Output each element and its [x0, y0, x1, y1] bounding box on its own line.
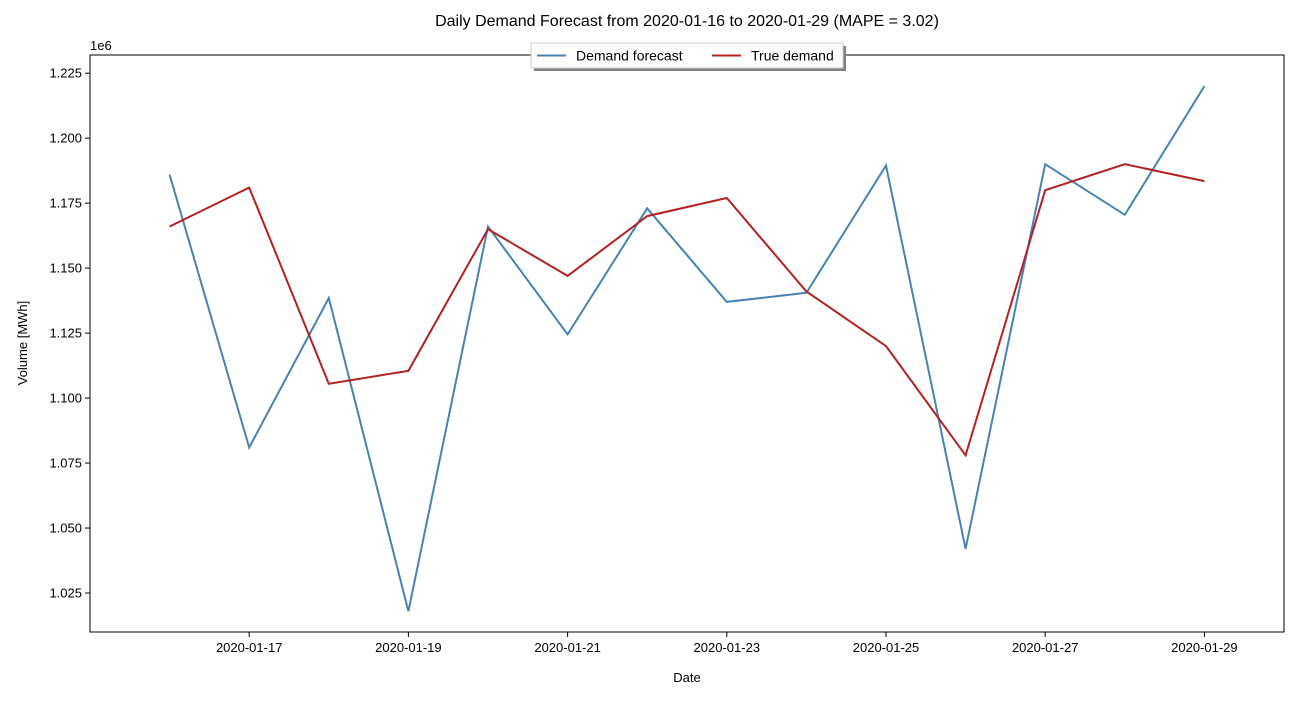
y-tick-label: 1.150 — [49, 261, 82, 276]
series-layer — [168, 85, 1206, 612]
legend-label: Demand forecast — [576, 48, 683, 64]
y-tick-label: 1.125 — [49, 326, 82, 341]
x-tick-label: 2020-01-29 — [1171, 640, 1238, 655]
x-axis: 2020-01-17 2020-01-19 2020-01-21 2020-01-23… — [216, 632, 1238, 655]
series-line-demand-forecast — [168, 85, 1206, 612]
x-tick-label: 2020-01-19 — [375, 640, 442, 655]
y-tick-label: 1.050 — [49, 521, 82, 536]
series-line-true-demand — [169, 163, 1205, 458]
x-axis-label: Date — [673, 670, 700, 685]
y-tick-label: 1.175 — [49, 196, 82, 211]
y-axis: 1.025 1.050 1.075 1.100 1.125 1.150 1.175 1.200… — [49, 66, 90, 601]
x-tick-label: 2020-01-17 — [216, 640, 283, 655]
legend: Demand forecast True demand — [530, 42, 846, 71]
y-tick-label: 1.200 — [49, 131, 82, 146]
y-tick-label: 1.075 — [49, 456, 82, 471]
y-tick-label: 1.225 — [49, 66, 82, 81]
y-tick-label: 1.100 — [49, 391, 82, 406]
x-tick-label: 2020-01-27 — [1012, 640, 1079, 655]
chart-title: Daily Demand Forecast from 2020-01-16 to… — [435, 13, 939, 30]
legend-box — [530, 42, 844, 69]
y-axis-label: Volume [MWh] — [15, 301, 30, 386]
y-tick-label: 1.025 — [49, 586, 82, 601]
x-tick-label: 2020-01-21 — [534, 640, 601, 655]
legend-label: True demand — [751, 48, 834, 64]
x-tick-label: 2020-01-23 — [694, 640, 761, 655]
y-offset-label: 1e6 — [90, 38, 112, 53]
plot-frame — [89, 54, 1285, 633]
x-tick-label: 2020-01-25 — [853, 640, 920, 655]
